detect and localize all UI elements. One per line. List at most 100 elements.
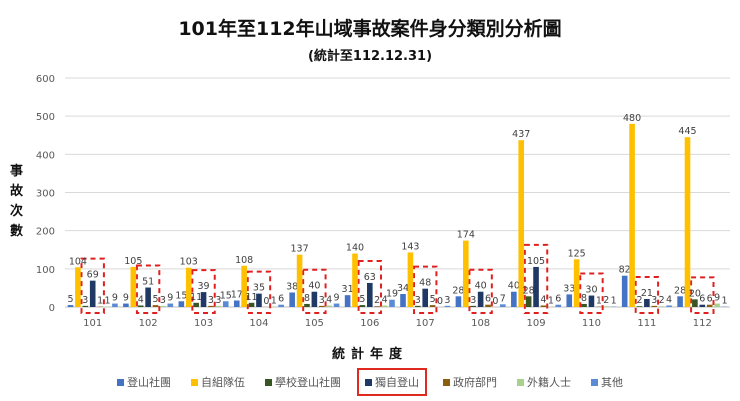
bar [389, 299, 395, 307]
legend-item: 自組隊伍 [187, 371, 249, 393]
bar [684, 137, 691, 307]
bar [636, 306, 643, 307]
data-label: 1 [596, 296, 602, 307]
bar [444, 305, 451, 307]
bar [82, 305, 89, 307]
data-label: 3 [444, 295, 450, 306]
highlight-box [246, 270, 272, 314]
highlight-box [468, 268, 493, 315]
bar [296, 254, 303, 307]
data-label: 4 [382, 294, 388, 305]
data-label: 104 [69, 256, 87, 267]
data-label: 15 [220, 290, 232, 301]
legend-swatch [591, 378, 598, 386]
bar [326, 305, 332, 307]
highlight-box [135, 264, 161, 315]
data-label: 28 [452, 285, 464, 296]
y-tick-label: 500 [36, 112, 55, 123]
bar [256, 293, 262, 307]
data-label: 0 [263, 296, 269, 307]
bar [304, 303, 310, 307]
highlight-box [413, 265, 438, 314]
data-label: 40 [508, 281, 520, 292]
data-label: 6 [555, 294, 561, 305]
bar [463, 240, 469, 307]
data-label: 1 [611, 296, 617, 307]
data-label: 480 [623, 113, 641, 124]
bar [677, 296, 683, 307]
highlight-box [579, 272, 604, 314]
legend-label: 登山社團 [127, 376, 171, 389]
bar [208, 305, 214, 307]
bar [525, 296, 532, 307]
bar [193, 302, 199, 307]
data-label: 1 [271, 296, 277, 307]
data-label: 6 [707, 294, 713, 305]
bar [470, 305, 477, 307]
highlight-box [690, 276, 715, 315]
data-label: 2 [374, 295, 380, 306]
bar [485, 304, 491, 307]
legend-swatch [191, 378, 198, 386]
bar [152, 305, 159, 307]
data-label: 2 [636, 295, 642, 306]
bar [359, 305, 366, 307]
data-label: 5 [359, 294, 365, 305]
bar [318, 305, 325, 307]
data-label: 6 [485, 294, 491, 305]
bar [222, 301, 229, 307]
data-label: 38 [286, 281, 298, 292]
x-tick-label: 106 [360, 318, 379, 329]
bar [344, 295, 351, 307]
bar [603, 306, 610, 307]
bar [429, 305, 436, 307]
chart-title: 101年至112年山域事故案件身分類別分析圖 [178, 18, 562, 40]
bar [477, 291, 484, 307]
data-label: 69 [87, 270, 99, 281]
data-label: 108 [235, 255, 253, 266]
bar [311, 291, 318, 307]
bar [518, 140, 525, 307]
y-tick-label: 0 [49, 303, 55, 314]
data-label: 8 [581, 293, 587, 304]
data-label: 9 [167, 293, 173, 304]
bar [500, 304, 506, 307]
x-tick-label: 107 [416, 318, 435, 329]
data-label: 30 [585, 285, 597, 296]
data-label: 137 [291, 244, 309, 255]
data-label: 5 [153, 294, 159, 305]
bar [215, 305, 222, 307]
bar [533, 266, 539, 307]
y-tick-label: 200 [36, 227, 55, 238]
bar [658, 306, 665, 307]
bar [555, 304, 562, 307]
data-label: 48 [419, 278, 431, 289]
data-label: 0 [492, 296, 498, 307]
x-tick-label: 108 [471, 318, 490, 329]
data-label: 103 [180, 257, 198, 268]
data-label: 105 [527, 256, 545, 267]
highlight-box [357, 259, 382, 314]
bar [200, 292, 207, 307]
data-label: 1 [721, 296, 727, 307]
bar [160, 305, 166, 307]
bar [145, 287, 151, 307]
data-label: 2 [603, 295, 609, 306]
data-label: 2 [659, 295, 665, 306]
bar [233, 300, 240, 307]
data-label: 33 [563, 283, 575, 294]
bar [167, 303, 174, 307]
data-label: 6 [699, 294, 705, 305]
y-tick-label: 100 [36, 265, 55, 276]
x-tick-label: 102 [139, 318, 158, 329]
data-label: 1 [104, 296, 110, 307]
bar [706, 304, 713, 307]
data-label: 3 [160, 295, 166, 306]
data-label: 28 [523, 285, 535, 296]
data-label: 19 [386, 289, 398, 300]
legend-label: 獨自登山 [375, 376, 419, 389]
bar [381, 305, 388, 307]
data-label: 4 [326, 294, 332, 305]
data-label: 143 [401, 241, 419, 252]
